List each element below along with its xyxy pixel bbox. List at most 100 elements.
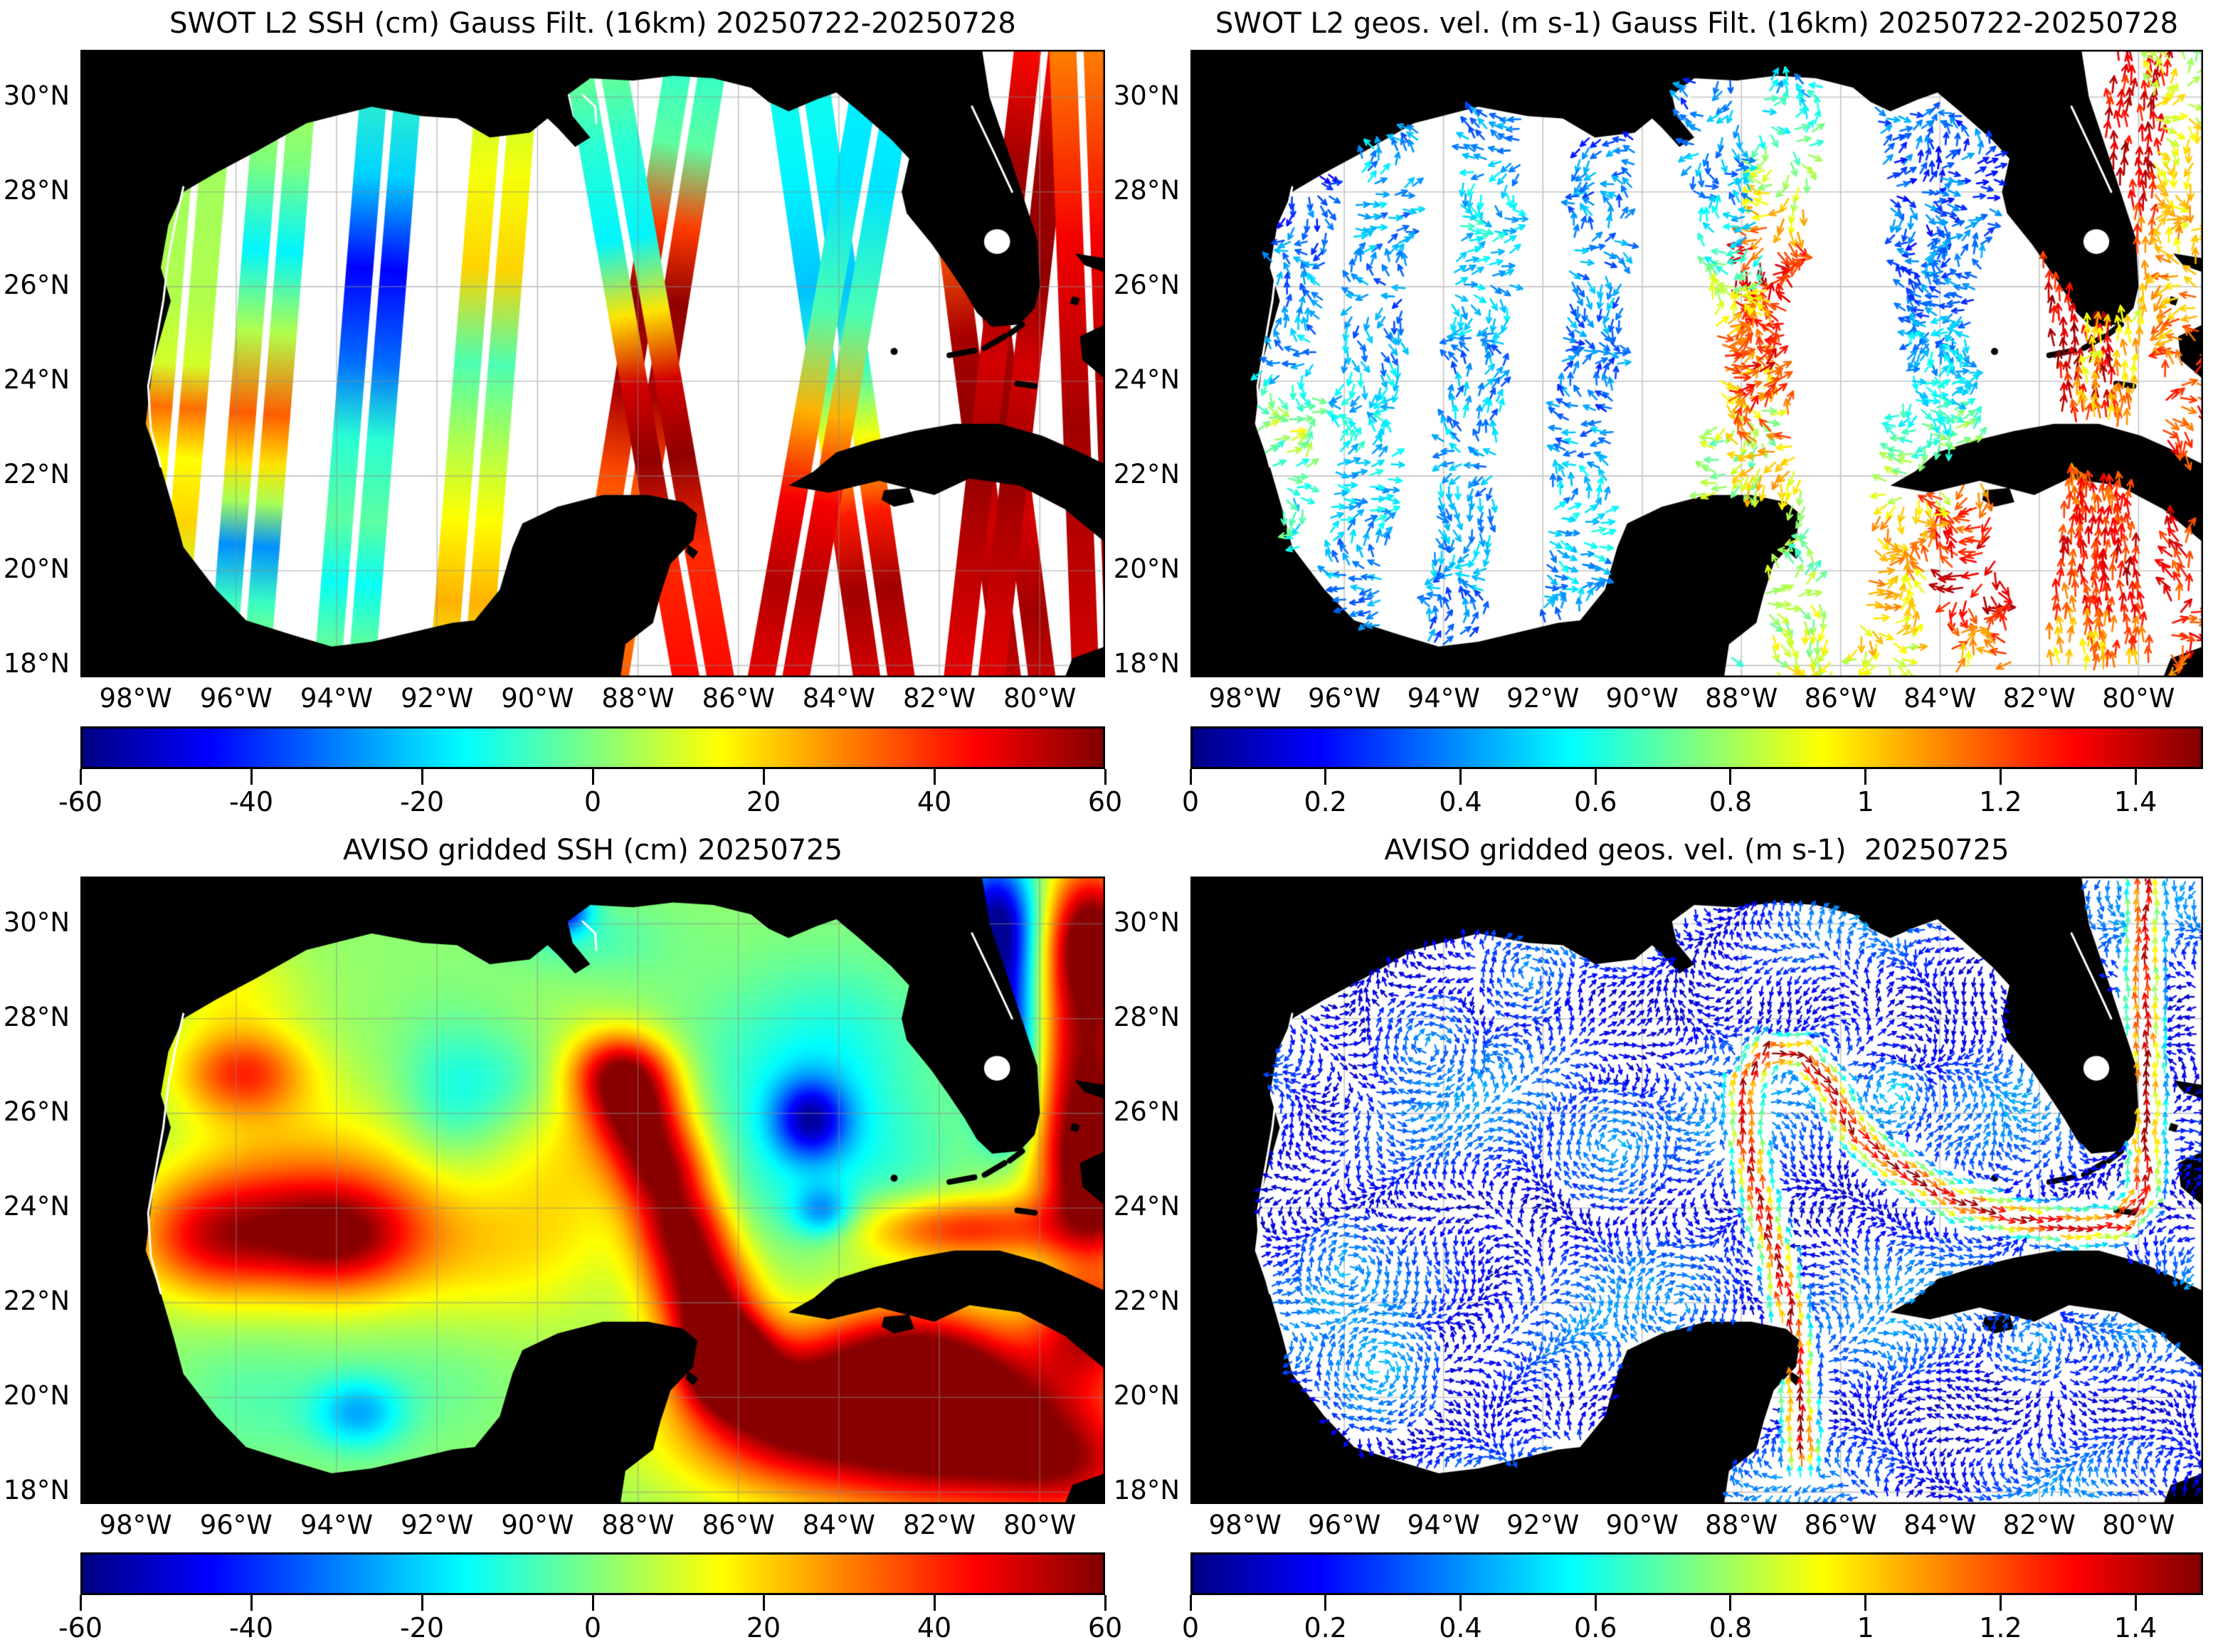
colorbar-tick-label: 0.2 <box>1304 1612 1347 1643</box>
lat-tick-label: 26°N <box>3 1096 70 1127</box>
lon-tick-label: 80°W <box>2102 1510 2175 1540</box>
colorbar-tick <box>1729 769 1732 785</box>
lon-tick-label: 82°W <box>902 1510 976 1540</box>
lon-tick-label: 96°W <box>199 683 273 714</box>
colorbar-tick-label: 0.4 <box>1439 1612 1482 1643</box>
lon-tick-label: 86°W <box>702 683 775 714</box>
colorbar-tick-label: 60 <box>1087 786 1123 817</box>
colorbar-tick <box>591 1595 594 1611</box>
lat-tick-label: 24°N <box>3 364 70 395</box>
colorbar-tick <box>1189 769 1192 785</box>
lon-tick-label: 94°W <box>1407 1510 1480 1540</box>
colorbar-tick <box>1459 769 1462 785</box>
lon-tick-label: 94°W <box>1407 683 1480 714</box>
map-swot-ssh <box>80 50 1105 677</box>
colorbar-vel <box>1190 1552 2203 1595</box>
colorbar-tick <box>762 769 765 785</box>
lat-tick-label: 22°N <box>1113 459 1180 490</box>
lon-tick-label: 94°W <box>300 683 374 714</box>
lat-tick-label: 20°N <box>1113 554 1180 585</box>
colorbar-tick-label: 20 <box>746 1612 781 1643</box>
colorbar-tick <box>1324 769 1327 785</box>
lon-tick-label: 90°W <box>1605 683 1679 714</box>
colorbar-tick-label: 1.4 <box>2113 786 2157 817</box>
colorbar-tick-label: 1.4 <box>2113 1612 2157 1643</box>
colorbar-tick-label: 0.2 <box>1304 786 1347 817</box>
colorbar-tick <box>1999 769 2002 785</box>
colorbar-tick <box>2134 1595 2137 1611</box>
lon-tick-label: 80°W <box>2102 683 2175 714</box>
lon-tick-label: 90°W <box>501 1510 574 1540</box>
colorbar-tick <box>1999 1595 2002 1611</box>
lon-tick-label: 96°W <box>199 1510 273 1540</box>
map-swot-vel <box>1190 50 2203 677</box>
colorbar-tick-label: 0.6 <box>1573 786 1617 817</box>
lat-tick-label: 20°N <box>3 554 70 585</box>
colorbar-tick-label: 1.2 <box>1979 786 2022 817</box>
lon-tick-label: 88°W <box>1705 683 1778 714</box>
colorbar-tick-label: 40 <box>917 1612 952 1643</box>
colorbar-tick-label: -40 <box>228 1612 274 1643</box>
colorbar-ssh <box>80 726 1105 769</box>
lat-tick-label: 18°N <box>3 648 70 679</box>
lon-tick-label: 92°W <box>1506 1510 1580 1540</box>
lon-tick-label: 82°W <box>2002 1510 2076 1540</box>
colorbar-tick <box>933 769 936 785</box>
map-aviso-vel <box>1190 877 2203 1504</box>
colorbar-tick <box>250 1595 253 1611</box>
lat-tick-label: 26°N <box>3 269 70 300</box>
lon-tick-label: 90°W <box>501 683 574 714</box>
lat-tick-label: 28°N <box>1113 174 1180 206</box>
lat-tick-label: 24°N <box>1113 1190 1180 1222</box>
lon-tick-label: 88°W <box>1705 1510 1778 1540</box>
colorbar-tick <box>1189 1595 1192 1611</box>
colorbar-ssh <box>80 1552 1105 1595</box>
lon-tick-label: 88°W <box>601 683 675 714</box>
colorbar-tick <box>1324 1595 1327 1611</box>
colorbar-tick-label: 0.6 <box>1573 1612 1617 1643</box>
lat-tick-label: 18°N <box>3 1475 70 1506</box>
lon-tick-label: 84°W <box>802 1510 875 1540</box>
lon-tick-label: 88°W <box>601 1510 675 1540</box>
colorbar-tick-label: 60 <box>1087 1612 1123 1643</box>
lon-tick-label: 98°W <box>99 1510 172 1540</box>
colorbar-tick <box>421 1595 423 1611</box>
panel-title-aviso-ssh: AVISO gridded SSH (cm) 20250725 <box>342 834 843 867</box>
lat-tick-label: 20°N <box>1113 1380 1180 1412</box>
colorbar-tick <box>1594 1595 1597 1611</box>
lat-tick-label: 18°N <box>1113 1475 1180 1506</box>
colorbar-tick-label: 1.2 <box>1979 1612 2022 1643</box>
lon-tick-label: 86°W <box>1804 1510 1877 1540</box>
lat-tick-label: 28°N <box>3 1001 70 1032</box>
colorbar-tick-label: 40 <box>917 786 952 817</box>
map-aviso-ssh <box>80 877 1105 1504</box>
colorbar-tick <box>1864 769 1867 785</box>
panel-title-swot-vel: SWOT L2 geos. vel. (m s-1) Gauss Filt. (… <box>1215 7 2179 40</box>
colorbar-vel <box>1190 726 2203 769</box>
lon-tick-label: 96°W <box>1308 683 1381 714</box>
lon-tick-label: 94°W <box>300 1510 374 1540</box>
colorbar-tick <box>1594 769 1597 785</box>
colorbar-tick <box>250 769 253 785</box>
colorbar-tick <box>421 769 423 785</box>
lon-tick-label: 86°W <box>702 1510 775 1540</box>
colorbar-tick-label: 0 <box>583 1612 602 1643</box>
lon-tick-label: 92°W <box>1506 683 1580 714</box>
lat-tick-label: 22°N <box>1113 1286 1180 1317</box>
lon-tick-label: 92°W <box>401 1510 474 1540</box>
colorbar-tick <box>79 769 82 785</box>
lon-tick-label: 96°W <box>1308 1510 1381 1540</box>
lat-tick-label: 22°N <box>3 459 70 490</box>
colorbar-tick-label: 1 <box>1857 786 1874 817</box>
lon-tick-label: 98°W <box>1208 1510 1282 1540</box>
lat-tick-label: 24°N <box>1113 364 1180 395</box>
colorbar-tick <box>1729 1595 1732 1611</box>
colorbar-tick-label: 0 <box>1181 1612 1200 1643</box>
lon-tick-label: 80°W <box>1003 1510 1077 1540</box>
lat-tick-label: 18°N <box>1113 648 1180 679</box>
lon-tick-label: 84°W <box>1903 683 1977 714</box>
lon-tick-label: 86°W <box>1804 683 1877 714</box>
lat-tick-label: 30°N <box>1113 906 1180 938</box>
lon-tick-label: 84°W <box>802 683 875 714</box>
